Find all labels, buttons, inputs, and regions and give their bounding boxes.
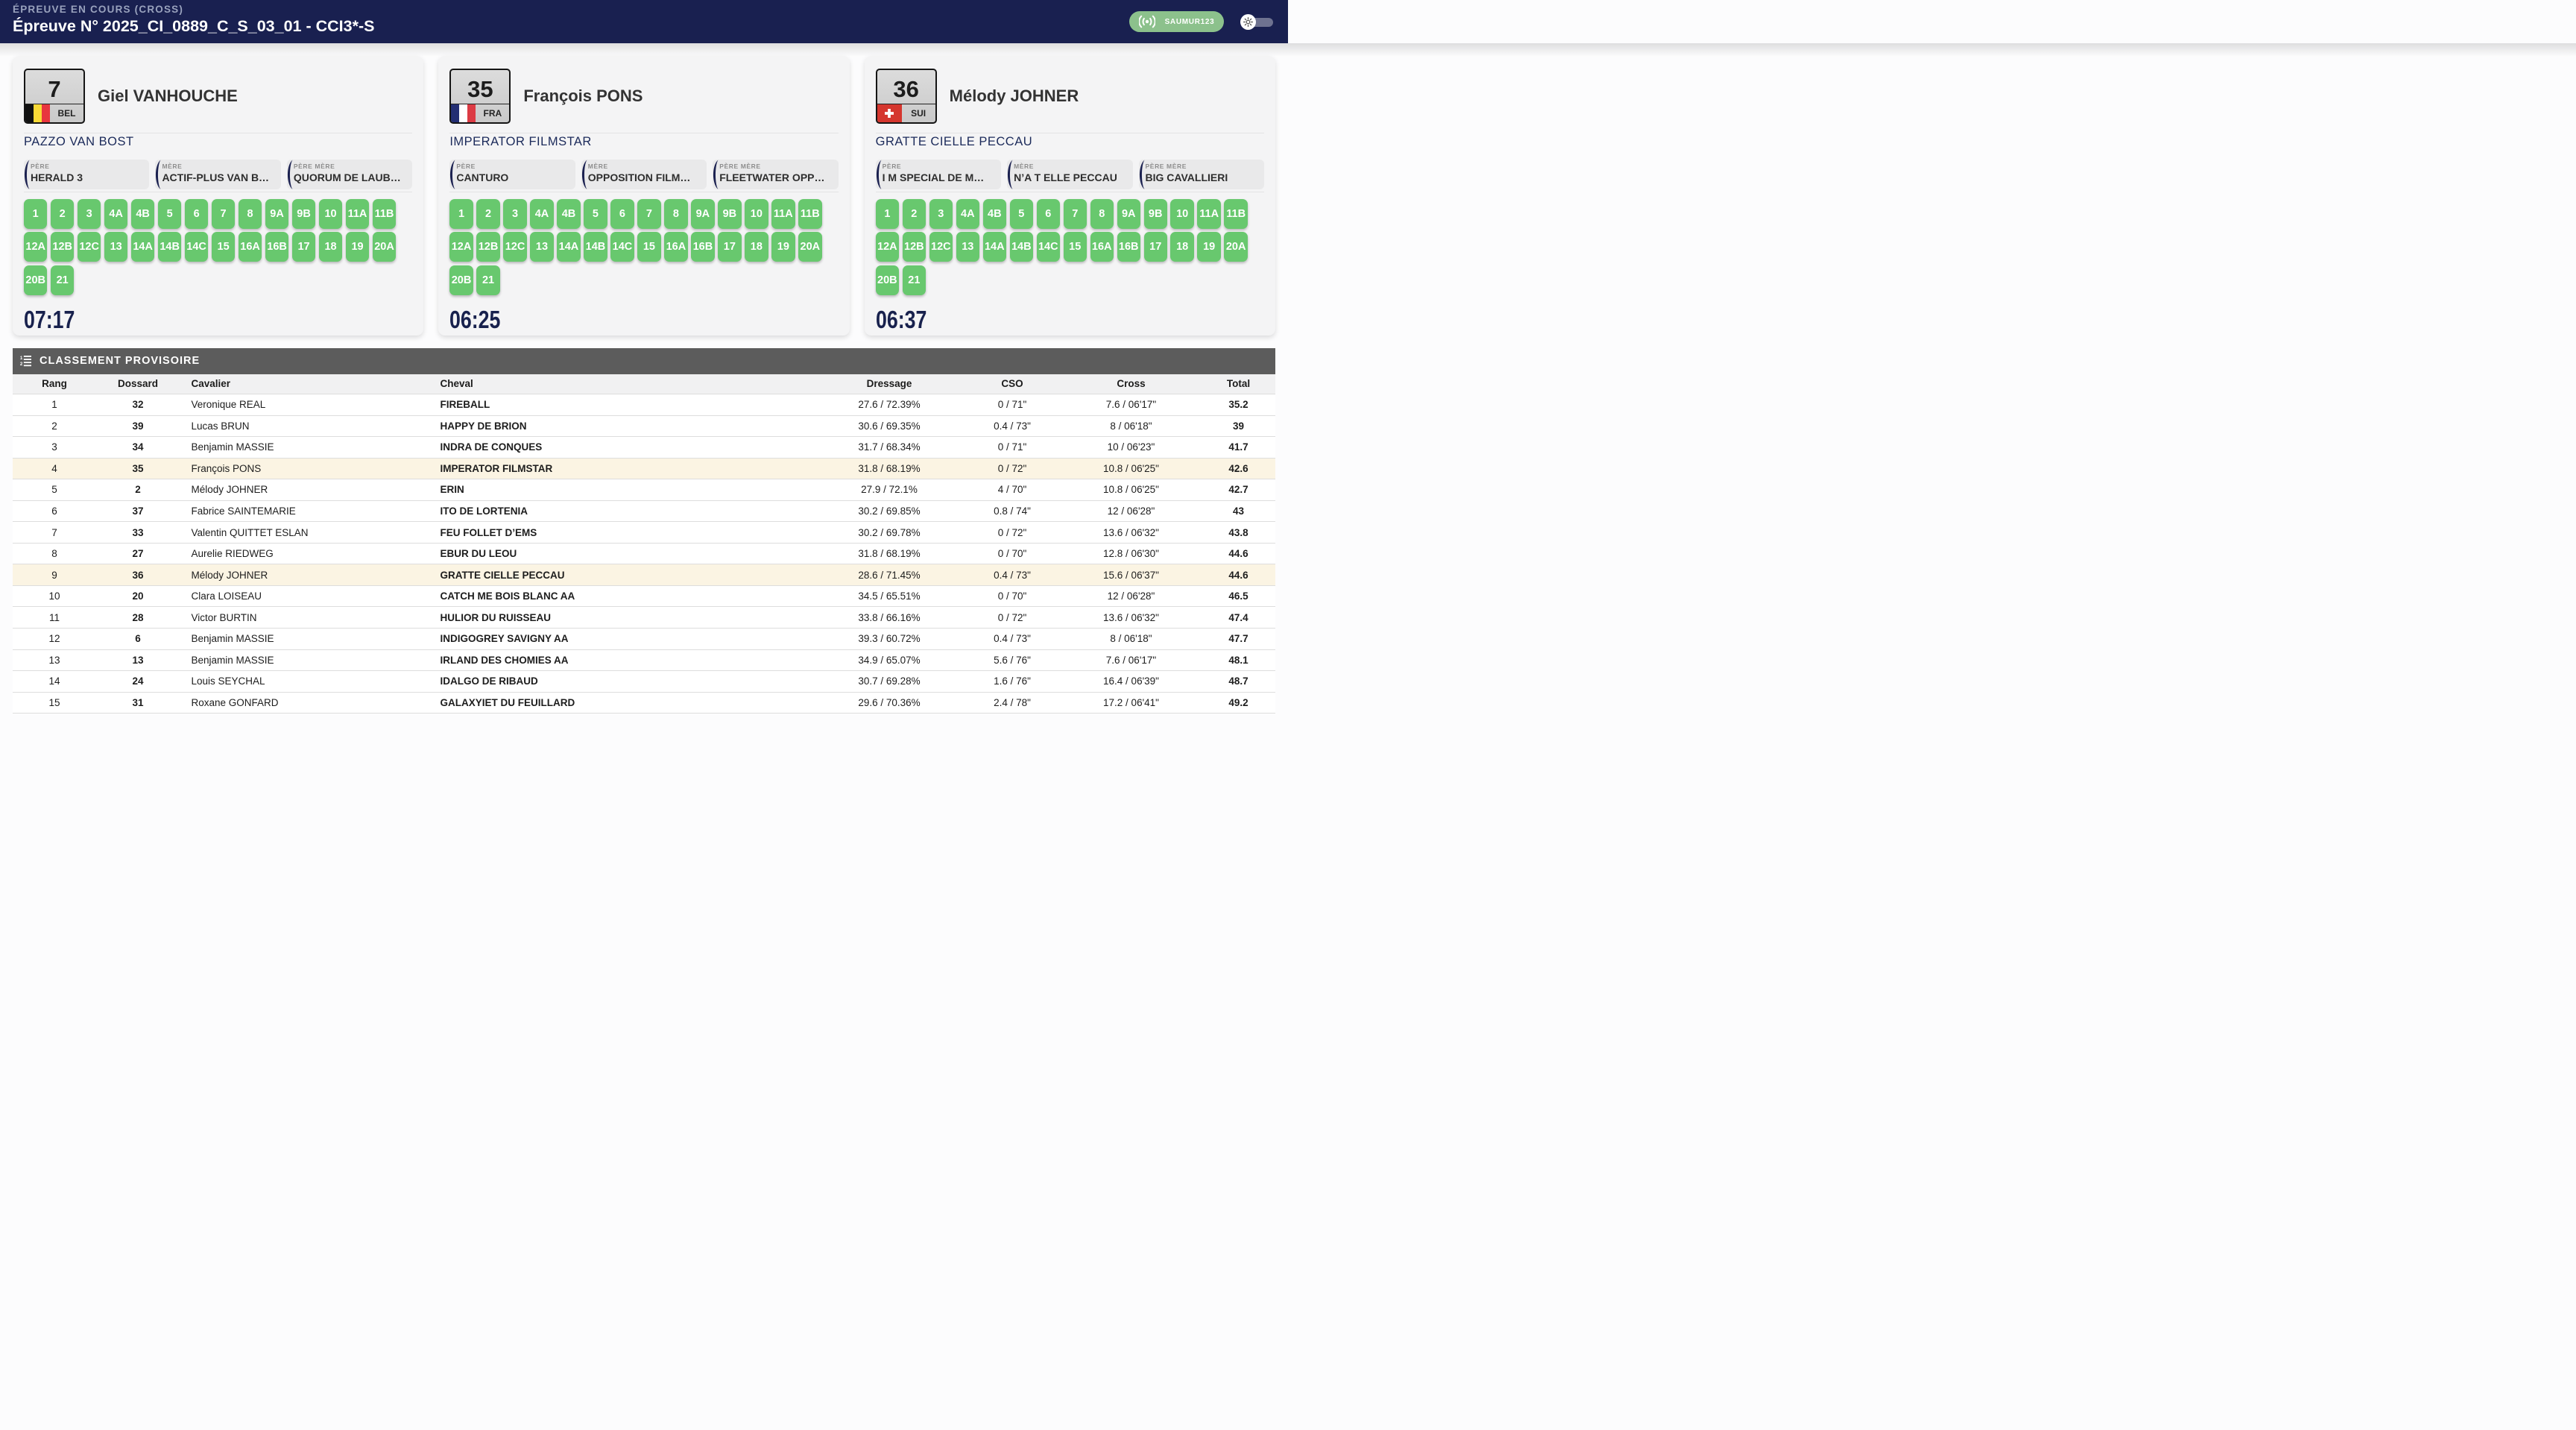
svg-text:2: 2 [19, 362, 22, 367]
svg-text:1: 1 [19, 356, 22, 361]
